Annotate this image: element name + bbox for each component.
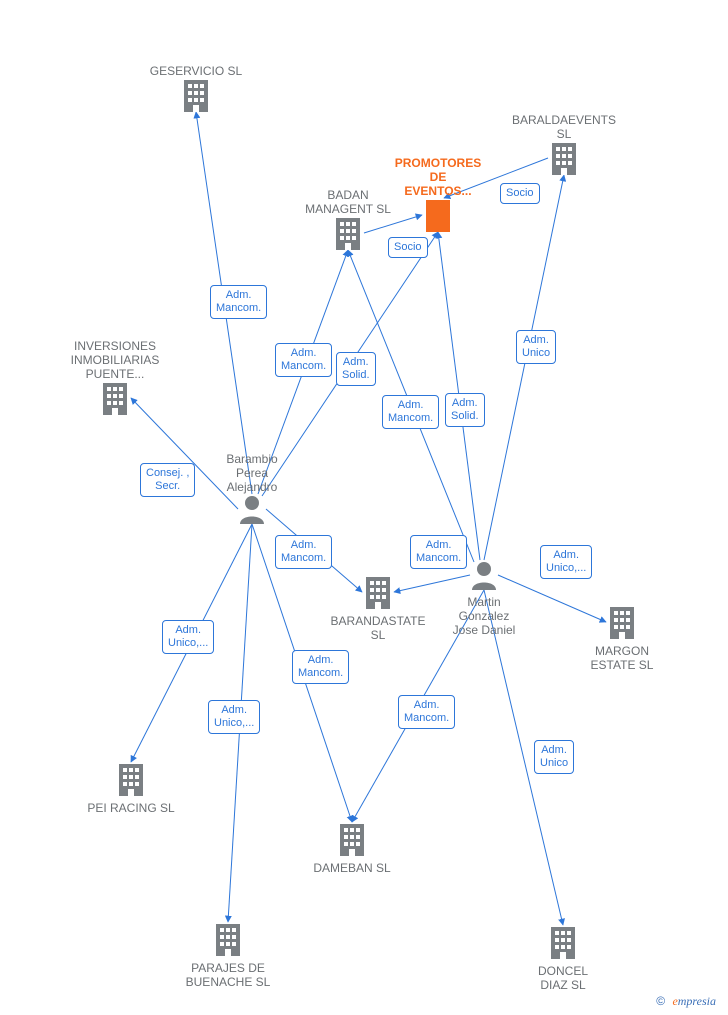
node-label: PEI RACING SL xyxy=(71,801,191,815)
edge-label-barambio-geservicio: Adm.Mancom. xyxy=(210,285,267,319)
node-label: BADANMANAGENT SL xyxy=(288,188,408,216)
node-label: BARALDAEVENTSSL xyxy=(504,113,624,141)
building-icon xyxy=(136,78,256,115)
edge-label-badan-promotores: Socio xyxy=(388,237,428,258)
node-inversiones[interactable]: INVERSIONESINMOBILIARIASPUENTE... xyxy=(55,337,175,418)
edge-label-barambio-peiracing: Adm.Unico,... xyxy=(162,620,214,654)
node-label: DONCELDIAZ SL xyxy=(503,964,623,992)
edge-label-martin-barandastate: Adm.Mancom. xyxy=(410,535,467,569)
building-icon xyxy=(71,762,191,799)
edge-label-martin-badan: Adm.Mancom. xyxy=(382,395,439,429)
node-barandastate[interactable]: BARANDASTATESL xyxy=(318,575,438,642)
diagram-canvas: GESERVICIO SLBARALDAEVENTSSLPROMOTORESDE… xyxy=(0,0,728,1015)
edge-label-barambio-inversiones: Consej. ,Secr. xyxy=(140,463,195,497)
edge-label-martin-dameban: Adm.Mancom. xyxy=(398,695,455,729)
copyright-symbol: © xyxy=(656,994,665,1008)
node-barambio[interactable]: BarambioPereaAlejandro xyxy=(192,450,312,527)
building-icon xyxy=(292,822,412,859)
node-label: BARANDASTATESL xyxy=(318,614,438,642)
person-icon xyxy=(192,494,312,527)
node-margon[interactable]: MARGONESTATE SL xyxy=(562,605,682,672)
node-peiracing[interactable]: PEI RACING SL xyxy=(71,762,191,815)
building-icon xyxy=(168,922,288,959)
node-label: DAMEBAN SL xyxy=(292,861,412,875)
node-baraldaevents[interactable]: BARALDAEVENTSSL xyxy=(504,111,624,178)
edge-label-martin-doncel: Adm.Unico xyxy=(534,740,574,774)
edge-label-barambio-barandastate: Adm.Mancom. xyxy=(275,535,332,569)
edge-label-martin-promotores: Adm.Solid. xyxy=(445,393,485,427)
edge-label-martin-baraldaevents: Adm.Unico xyxy=(516,330,556,364)
edge-label-barambio-promotores: Adm.Solid. xyxy=(336,352,376,386)
building-icon xyxy=(503,925,623,962)
node-dameban[interactable]: DAMEBAN SL xyxy=(292,822,412,875)
edge-label-martin-margon: Adm.Unico,... xyxy=(540,545,592,579)
brand-name: empresia xyxy=(672,994,716,1008)
node-label: MartinGonzalezJose Daniel xyxy=(424,595,544,637)
node-martin[interactable]: MartinGonzalezJose Daniel xyxy=(424,560,544,637)
footer-credit: © empresia xyxy=(656,994,716,1009)
building-icon xyxy=(55,381,175,418)
edge-label-barambio-dameban: Adm.Mancom. xyxy=(292,650,349,684)
edge-label-barambio-badan: Adm.Mancom. xyxy=(275,343,332,377)
node-parajes[interactable]: PARAJES DEBUENACHE SL xyxy=(168,922,288,989)
node-label: PARAJES DEBUENACHE SL xyxy=(168,961,288,989)
edge-label-barambio-parajes: Adm.Unico,... xyxy=(208,700,260,734)
building-icon xyxy=(562,605,682,642)
edge-label-baraldaevents-promotores: Socio xyxy=(500,183,540,204)
node-label: GESERVICIO SL xyxy=(136,64,256,78)
node-label: MARGONESTATE SL xyxy=(562,644,682,672)
node-doncel[interactable]: DONCELDIAZ SL xyxy=(503,925,623,992)
node-label: BarambioPereaAlejandro xyxy=(192,452,312,494)
node-geservicio[interactable]: GESERVICIO SL xyxy=(136,62,256,115)
building-icon xyxy=(318,575,438,612)
node-label: INVERSIONESINMOBILIARIASPUENTE... xyxy=(55,339,175,381)
building-icon xyxy=(504,141,624,178)
